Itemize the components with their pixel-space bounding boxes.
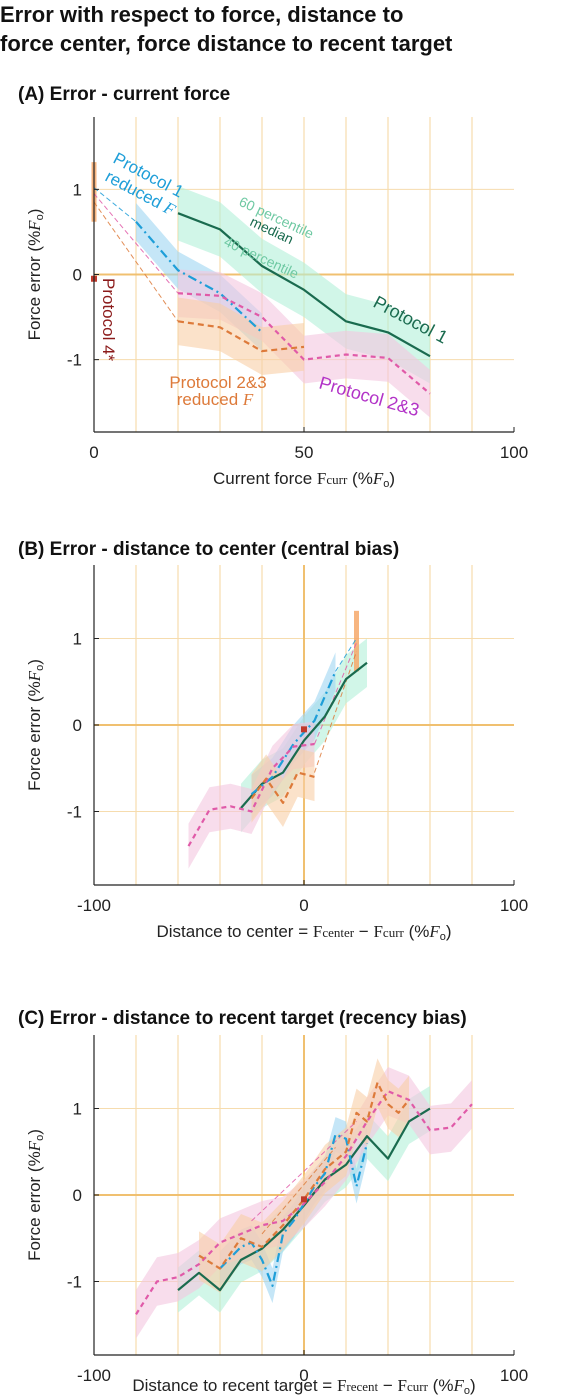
protocol23-reduced-band [251,748,315,828]
x-tick-label: 50 [295,443,314,462]
protocol23-reduced-band [178,297,304,375]
x-tick-label: 100 [500,1366,528,1385]
panel-title: (A) Error - current force [18,84,230,105]
protocol23-reduced-line [250,771,315,804]
x-tick-label: -100 [77,896,111,915]
y-tick-label: 1 [73,1100,82,1119]
protocol1-line [240,661,368,809]
annotation-protocol23-reduced-2: reduced F [177,390,254,409]
connector-line [251,1121,357,1222]
connector-line [335,638,357,672]
y-tick-label: 0 [73,1186,82,1205]
x-tick-label: 0 [299,896,308,915]
x-axis-label: Distance to center = Fcenter − Fcurr (%F… [156,922,451,943]
panel-a: (A) Error - current force 1 0 -1 0 50 100 Force… [18,84,528,490]
figure-title: Error with respect to force, distance to… [0,0,562,58]
protocol4-band [354,610,359,672]
protocol23-reduced-band [199,1058,409,1293]
protocol4-marker [301,726,307,733]
y-tick-label: -1 [67,1272,82,1291]
y-tick-label: -1 [67,351,82,370]
y-tick-label: 0 [73,266,82,285]
y-axis-label: Force error (%Fo) [25,1129,46,1261]
connector-line [93,193,179,294]
panel-title: (C) Error - distance to recent target (r… [18,1008,467,1029]
x-tick-label: 100 [500,896,528,915]
protocol23-line [135,1090,473,1315]
panel-title: (B) Error - distance to center (central … [18,539,399,560]
x-tick-label: 100 [500,443,528,462]
annotation-protocol4: Protocol 4* [99,278,118,362]
connector-line [93,201,179,322]
figure-title-line1: Error with respect to force, distance to [0,2,404,27]
protocol23-reduced-line [177,320,305,353]
connector-line [93,187,137,223]
connector-line [314,651,357,773]
x-axis-label: Distance to recent target = Frecent − Fc… [132,1376,475,1397]
protocol23-line [187,742,315,847]
x-tick-label: 0 [299,1366,308,1385]
protocol23-line [177,292,431,395]
protocol1-reduced-line [135,220,263,334]
protocol1-reduced-line [250,670,337,796]
y-tick-label: 1 [73,630,82,649]
x-axis-label: Current force Fcurr (%Fo) [213,469,395,490]
x-tick-label: -100 [77,1366,111,1385]
protocol23-reduced-line [198,1081,410,1270]
protocol1-reduced-line [219,1133,369,1287]
protocol4-marker [301,1196,307,1203]
y-axis-label: Force error (%Fo) [25,659,46,791]
panel-b: (B) Error - distance to center (central … [18,539,528,943]
connector-line [261,1147,336,1235]
y-tick-label: 0 [73,716,82,735]
y-tick-label: 1 [73,180,82,199]
y-tick-label: -1 [67,802,82,821]
connector-line [314,642,357,745]
figure-title-line2: force center, force distance to recent t… [0,31,453,56]
annotation-protocol23-reduced: Protocol 2&3 [169,373,266,392]
x-tick-label: 0 [89,443,98,462]
panel-c: (C) Error - distance to recent target (r… [18,1008,528,1397]
y-axis-label: Force error (%Fo) [25,209,46,341]
protocol1-line [177,212,431,358]
